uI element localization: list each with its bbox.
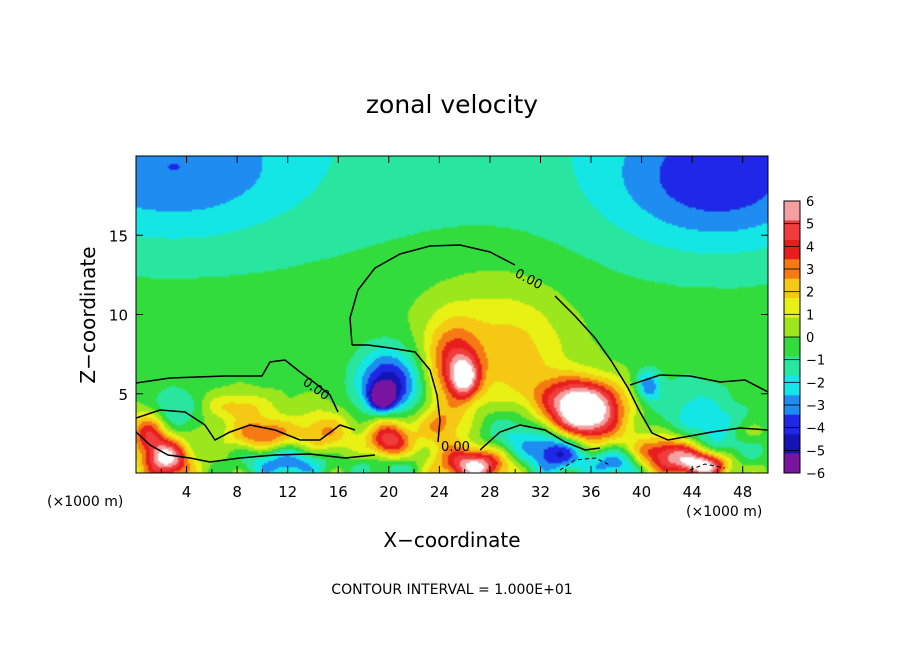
y-tick-label: 10 [109,307,128,325]
colorbar-band [784,298,800,318]
colorbar-band [784,201,800,221]
x-tick-label: 28 [480,483,499,501]
colorbar-label: −3 [806,399,825,414]
x-unit-label-right: (×1000 m) [686,504,762,520]
zero-contour-line [136,431,376,463]
colorbar-label: 5 [806,218,814,233]
colorbar-label: 0 [806,331,814,346]
chart-title: zonal velocity [366,90,538,119]
y-axis-title: Z−coordinate [76,246,100,383]
heatmap-field [136,156,768,473]
zero-contour-line [136,244,768,441]
colorbar-label: 6 [806,195,814,210]
y-tick-label: 5 [118,386,128,404]
colorbar-band [784,239,800,260]
colorbar-label: −2 [806,376,825,391]
x-tick-label: 36 [581,483,600,501]
colorbar: 6 5 4 3 2 1 0 −1 −2 −3 −4 −5 −6 [783,195,825,482]
colorbar-band [784,356,800,377]
colorbar-band [784,337,800,357]
colorbar-label: −5 [806,444,825,459]
colorbar-band [784,278,800,299]
x-tick-label: 40 [632,483,651,501]
colorbar-band [784,317,800,338]
x-axis-title: X−coordinate [383,528,520,552]
colorbar-band [784,220,800,241]
colorbar-label: 4 [806,240,814,255]
x-tick-label: 48 [733,483,752,501]
contour-interval-footer: CONTOUR INTERVAL = 1.000E+01 [331,582,572,598]
x-tick-label: 4 [182,483,192,501]
x-tick-label: 8 [232,483,242,501]
zero-contour-line [629,374,768,393]
colorbar-label: −6 [806,467,825,482]
zero-contour-line [479,424,601,451]
colorbar-label: 1 [806,308,814,323]
zero-contour-line [136,409,356,441]
x-tick-label: 20 [379,483,398,501]
x-tick-label: 12 [278,483,297,501]
y-axis-ticks: 5 10 15 [109,227,768,404]
colorbar-band [784,414,800,435]
colorbar-label: −4 [806,422,825,437]
colorbar-band [784,453,800,474]
colorbar-band [784,375,800,396]
x-unit-label-left: (×1000 m) [47,494,123,510]
plot-area: 0.00 0.00 0.00 [136,156,768,473]
colorbar-label: 3 [806,263,814,278]
contour-label: 0.00 [441,440,470,455]
colorbar-label: −1 [806,354,825,369]
x-tick-label: 44 [683,483,702,501]
negative-contour-line [559,457,726,471]
colorbar-band [784,434,800,454]
x-tick-label: 32 [531,483,550,501]
x-tick-label: 24 [430,483,449,501]
y-tick-label: 15 [109,227,128,245]
colorbar-label: 2 [806,286,814,301]
zero-contour-line [352,344,441,443]
x-axis-ticks: 4 8 12 16 20 24 28 32 36 40 44 48 [160,156,752,501]
x-tick-label: 16 [329,483,348,501]
